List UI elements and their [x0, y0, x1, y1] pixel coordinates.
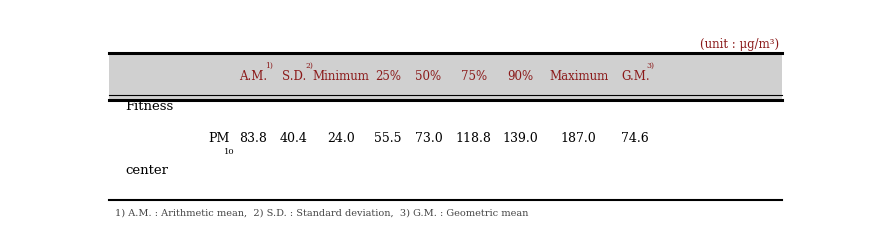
Text: 187.0: 187.0	[561, 132, 597, 145]
Text: 3): 3)	[647, 62, 654, 70]
Text: 1) A.M. : Arithmetic mean,  2) S.D. : Standard deviation,  3) G.M. : Geometric m: 1) A.M. : Arithmetic mean, 2) S.D. : Sta…	[116, 208, 528, 217]
Text: 1): 1)	[265, 62, 273, 70]
Text: 40.4: 40.4	[280, 132, 308, 145]
Text: 10: 10	[224, 148, 235, 156]
Text: 24.0: 24.0	[327, 132, 355, 145]
Text: 75%: 75%	[461, 70, 487, 83]
Text: (unit : μg/m³): (unit : μg/m³)	[700, 38, 779, 51]
Text: 2): 2)	[305, 62, 313, 70]
Text: 25%: 25%	[375, 70, 401, 83]
Text: Maximum: Maximum	[549, 70, 608, 83]
Text: Fitness: Fitness	[125, 100, 174, 114]
Text: 50%: 50%	[415, 70, 441, 83]
Text: center: center	[125, 164, 169, 177]
Text: PM: PM	[209, 132, 229, 145]
Text: Minimum: Minimum	[313, 70, 369, 83]
Text: 90%: 90%	[507, 70, 534, 83]
Text: 73.0: 73.0	[415, 132, 442, 145]
Text: 55.5: 55.5	[375, 132, 401, 145]
Text: 139.0: 139.0	[503, 132, 539, 145]
Bar	[109, 53, 782, 100]
Text: A.M.: A.M.	[239, 70, 268, 83]
Text: 83.8: 83.8	[240, 132, 268, 145]
Text: 74.6: 74.6	[621, 132, 649, 145]
Text: G.M.: G.M.	[621, 70, 650, 83]
Text: S.D.: S.D.	[282, 70, 306, 83]
Text: 118.8: 118.8	[455, 132, 492, 145]
